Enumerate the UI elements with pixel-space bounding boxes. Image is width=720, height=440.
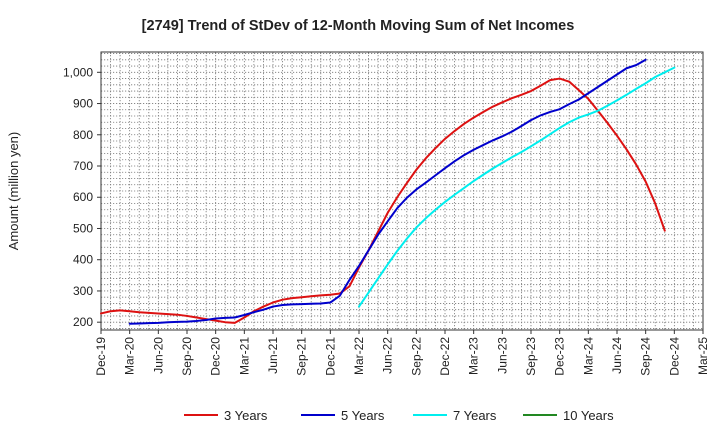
x-tick-label: Dec-21 [323,337,337,376]
x-tick-label: Sep-24 [639,337,653,376]
x-tick-label: Dec-22 [438,337,452,376]
x-tick-label: Jun-20 [151,337,165,374]
x-tick-label: Dec-19 [94,337,108,376]
chart-title: [2749] Trend of StDev of 12-Month Moving… [142,18,575,34]
series-line-3-years [100,77,666,324]
grid [101,52,703,330]
x-tick-label: Sep-23 [524,337,538,376]
x-tick-label: Sep-20 [180,337,194,376]
legend: 3 Years 5 Years 7 Years 10 Years [184,408,614,423]
y-tick-label: 500 [73,221,93,235]
y-tick-label: 600 [73,190,93,204]
x-tick-label: Sep-21 [295,337,309,376]
x-tick-label: Dec-23 [553,337,567,376]
y-tick-label: 1,000 [63,65,93,79]
x-tick-label: Dec-24 [667,337,681,376]
y-tick-label: 400 [73,253,93,267]
x-tick-label: Jun-21 [266,337,280,374]
x-tick-label: Dec-20 [209,337,223,376]
series-line-5-years [128,58,647,325]
y-tick-label: 700 [73,159,93,173]
legend-label-10-years: 10 Years [563,408,614,423]
y-tick-label: 200 [73,315,93,329]
x-tick-label: Sep-22 [409,337,423,376]
y-tick-label: 900 [73,97,93,111]
y-axis-label: Amount (million yen) [6,132,21,251]
x-tick-label: Mar-21 [237,337,251,375]
x-tick-label: Jun-24 [610,337,624,374]
x-tick-label: Mar-23 [467,337,481,375]
plot-frame [100,51,704,331]
y-tick-label: 800 [73,128,93,142]
x-tick-label: Mar-22 [352,337,366,375]
series-line-7-years [358,66,676,308]
y-tick-label: 300 [73,284,93,298]
legend-label-5-years: 5 Years [341,408,385,423]
x-tick-label: Jun-22 [381,337,395,374]
series-lines [100,58,676,325]
axes: 200 300 400 500 600 700 800 900 1,000 Dec-19 Mar-2… [63,51,710,376]
x-tick-label: Mar-25 [696,337,710,375]
x-tick-label: Jun-23 [495,337,509,374]
legend-label-7-years: 7 Years [453,408,497,423]
legend-label-3-years: 3 Years [224,408,268,423]
x-tick-label: Mar-20 [123,337,137,375]
x-tick-label: Mar-24 [581,337,595,375]
